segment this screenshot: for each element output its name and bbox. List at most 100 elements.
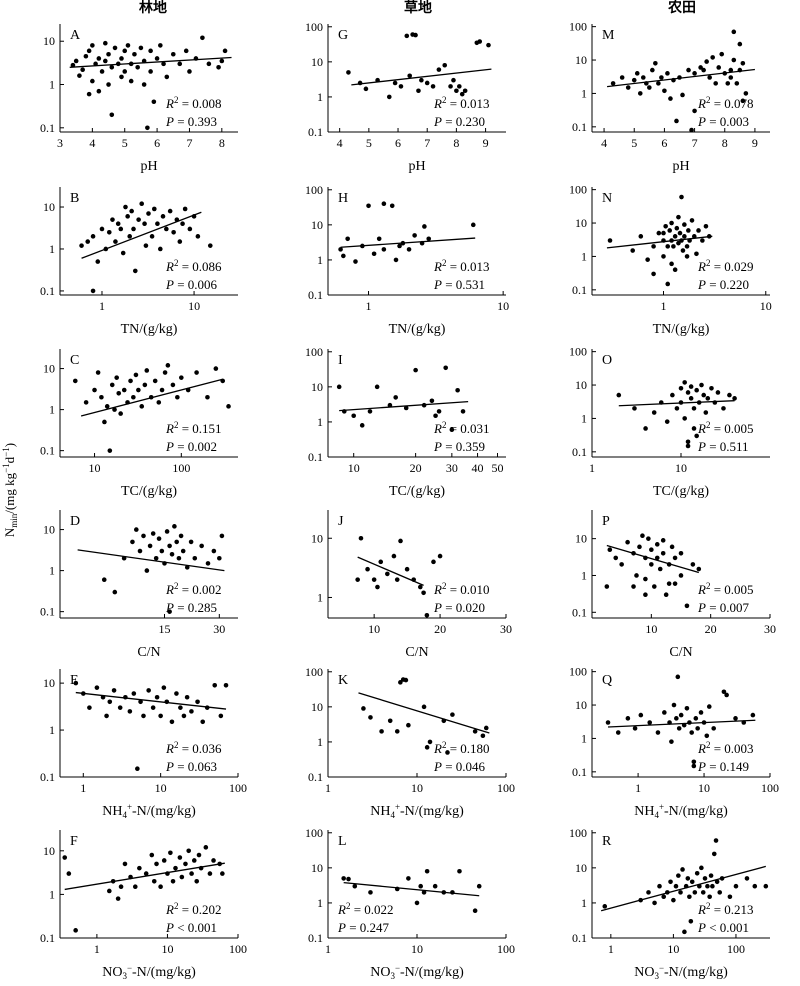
x-tick-label: 10 [89, 461, 101, 475]
x-label-part: − [395, 963, 400, 973]
p-value-part: = 0.149 [706, 759, 749, 774]
data-point [398, 538, 403, 544]
data-point [451, 77, 456, 83]
r-squared-label: R2 = 0.005 [697, 420, 754, 436]
r-squared-part: R [165, 902, 174, 917]
data-point [182, 206, 188, 212]
x-tick-label: 1 [94, 942, 100, 956]
x-tick-label: 100 [727, 942, 745, 956]
r-squared-part: 2 [174, 740, 179, 750]
r-squared-label: R2 = 0.036 [165, 740, 222, 756]
data-point [113, 239, 118, 244]
y-label-main: N [2, 527, 17, 537]
p-value-part: = 0.006 [174, 277, 218, 292]
y-tick-label: 100 [305, 665, 323, 679]
data-point [62, 855, 68, 860]
data-point [421, 890, 427, 895]
data-point [662, 88, 667, 94]
data-point [649, 562, 654, 567]
data-point [219, 58, 225, 64]
p-value-part: P [697, 439, 706, 454]
r-squared-part: 2 [442, 740, 447, 750]
x-tick-label: 20 [410, 461, 422, 475]
data-point [184, 565, 190, 570]
x-axis-label: NH4+-N/(mg/kg) [634, 802, 728, 820]
data-point [131, 394, 136, 400]
data-point [120, 250, 126, 256]
r-squared-label: R2 = 0.013 [433, 258, 490, 274]
panel-letter: L [338, 834, 347, 849]
data-point [650, 67, 655, 73]
data-point [653, 60, 658, 66]
data-point [649, 547, 654, 553]
y-tick-label: 10 [311, 531, 323, 545]
data-point [144, 368, 150, 373]
data-point [345, 236, 350, 242]
data-point [694, 251, 699, 257]
data-point [655, 730, 661, 735]
data-point [164, 529, 170, 534]
data-point [700, 890, 706, 895]
x-label-part: -N/(mg/kg) [400, 804, 464, 819]
p-value-label: P = 0.393 [165, 114, 217, 129]
p-value-part: = 0.002 [174, 439, 217, 454]
data-point [424, 868, 430, 874]
data-point [143, 243, 149, 248]
data-point [752, 883, 758, 889]
data-point [366, 203, 371, 209]
data-point [445, 750, 450, 755]
data-point [139, 404, 145, 409]
r-squared-part: 2 [174, 258, 179, 268]
r-squared-part: R [433, 96, 442, 111]
data-point [625, 539, 630, 545]
data-point [167, 543, 172, 549]
data-point [688, 918, 694, 924]
data-point [158, 713, 163, 719]
x-tick-label: 10 [161, 942, 173, 956]
data-point [740, 98, 746, 104]
data-point [156, 536, 162, 541]
p-value-part: = 0.359 [442, 439, 485, 454]
x-tick-label: 7 [186, 136, 192, 150]
data-point [101, 577, 107, 583]
data-point [393, 395, 398, 400]
data-point [183, 861, 188, 867]
x-tick-label: 1 [660, 299, 666, 313]
data-point [607, 238, 613, 243]
data-point [391, 553, 397, 559]
r-squared-part: = 0.151 [178, 421, 221, 436]
data-point [698, 65, 703, 70]
data-point [728, 75, 734, 80]
data-point [106, 51, 111, 57]
data-point [671, 702, 677, 708]
data-point [135, 64, 140, 70]
r-squared-label: R2 = 0.031 [433, 420, 490, 436]
data-point [670, 392, 675, 398]
data-point [392, 80, 398, 86]
data-point [669, 739, 674, 744]
data-point [682, 222, 687, 227]
data-point [413, 32, 418, 38]
data-point [181, 713, 187, 719]
x-tick-label: 30 [500, 622, 512, 636]
x-axis-label: NH4+-N/(mg/kg) [370, 802, 464, 820]
x-tick-label: 10 [497, 299, 509, 313]
p-value-part: P [697, 600, 706, 615]
data-point [80, 67, 85, 72]
data-point [160, 214, 166, 219]
x-tick-label: 1 [366, 299, 372, 313]
p-value-part: P [433, 759, 442, 774]
r-squared-label: R2 = 0.078 [697, 95, 754, 111]
r-squared-part: R [697, 259, 706, 274]
data-point [133, 372, 139, 378]
data-point [613, 555, 619, 561]
data-point [103, 58, 108, 64]
data-point [111, 688, 117, 693]
data-point [121, 387, 127, 393]
data-point [177, 239, 183, 244]
y-tick-label: 1 [317, 90, 323, 104]
data-point [206, 61, 212, 67]
data-point [119, 56, 124, 61]
panel-C: 0.1 1 10 10 100 C R2 = 0.151 P = 0.002 TC/(g/kg) [40, 349, 238, 499]
data-point [676, 214, 681, 220]
